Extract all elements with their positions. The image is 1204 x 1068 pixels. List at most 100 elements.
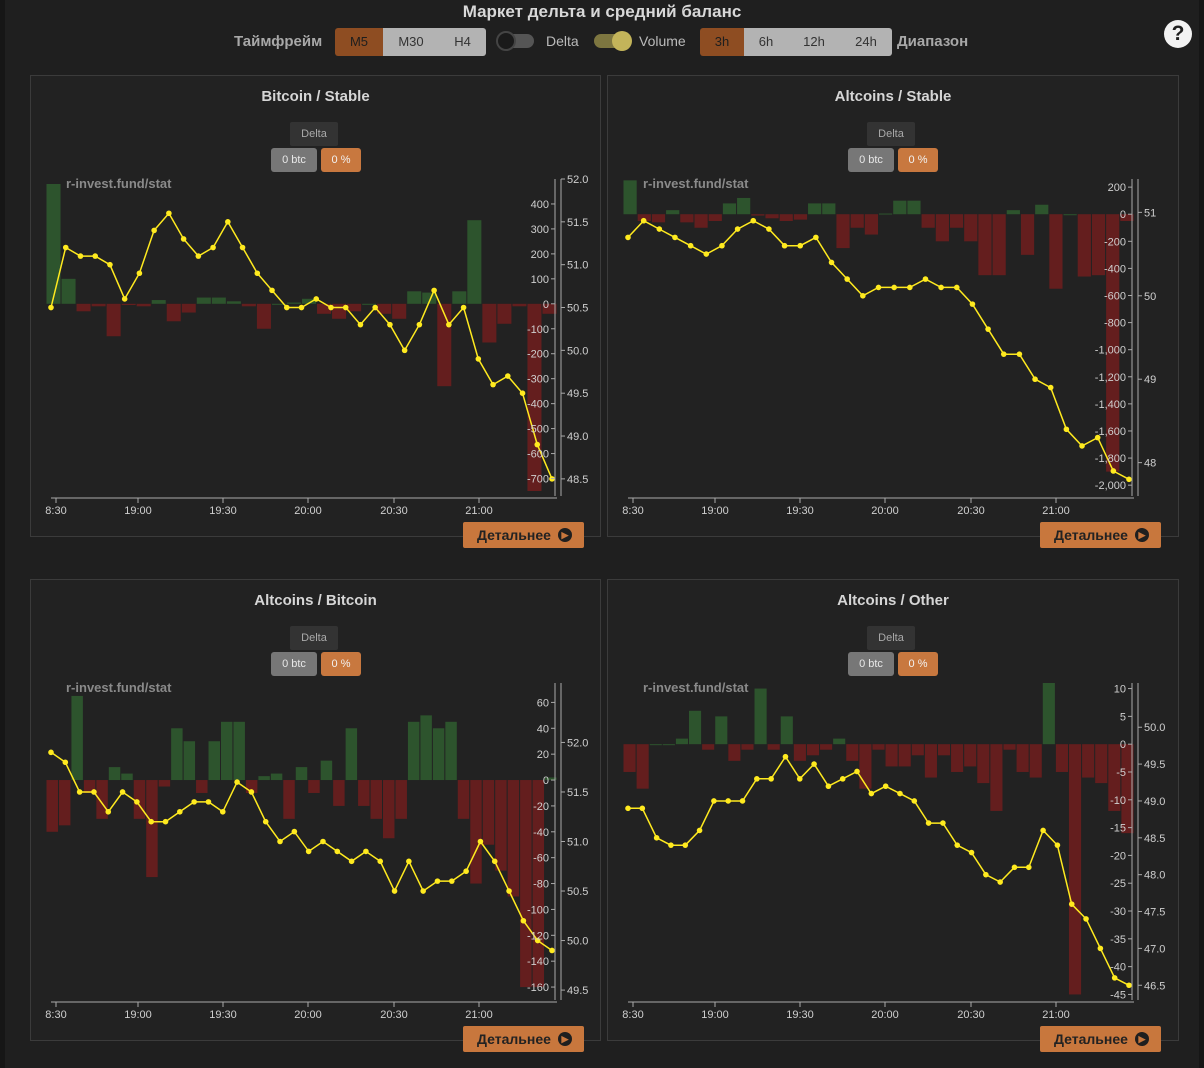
delta-bar	[545, 777, 557, 781]
details-button[interactable]: Детальнее ▶	[463, 522, 584, 548]
delta-tab[interactable]: Delta	[867, 122, 915, 146]
delta-bar	[532, 780, 545, 988]
delta-bar	[637, 214, 651, 221]
delta-bar	[106, 303, 121, 337]
balance-point	[136, 270, 143, 277]
left-axis-label: -1,400	[1095, 399, 1126, 411]
delta-bar	[859, 744, 872, 789]
balance-point	[328, 304, 334, 311]
delta-bar	[1091, 214, 1106, 276]
delta-bar	[937, 744, 951, 756]
balance-point	[828, 259, 835, 266]
range-12h-button[interactable]: 12h	[788, 28, 840, 56]
balance-point	[377, 858, 384, 865]
left-axis-label: -1,600	[1095, 426, 1126, 438]
balance-point	[248, 789, 255, 795]
balance-point	[549, 947, 555, 954]
range-6h-button[interactable]: 6h	[744, 28, 788, 56]
timeframe-m30-button[interactable]: M30	[383, 28, 439, 56]
delta-bar	[121, 303, 136, 306]
delta-bar	[91, 303, 106, 307]
delta-tab[interactable]: Delta	[290, 122, 338, 146]
balance-point	[997, 879, 1003, 885]
timeframe-m5-button[interactable]: M5	[335, 28, 383, 56]
panel-altcoins-stable: Altcoins / Stable Delta 0 btc 0 % r-inve…	[607, 75, 1179, 548]
delta-bar	[728, 744, 741, 761]
delta-tab[interactable]: Delta	[290, 626, 338, 650]
delta-bar	[1055, 744, 1068, 772]
help-icon[interactable]: ?	[1164, 20, 1192, 48]
balance-point	[1126, 982, 1132, 989]
range-24h-button[interactable]: 24h	[840, 28, 892, 56]
balance-point	[897, 790, 903, 797]
delta-bar	[921, 214, 935, 228]
balance-point	[180, 236, 187, 242]
x-axis-label: 20:00	[871, 1009, 899, 1020]
balance-point	[239, 244, 246, 251]
delta-toggle[interactable]	[496, 31, 534, 51]
right-axis-label: 49.0	[567, 431, 588, 443]
balance-point	[696, 827, 703, 834]
delta-bar	[666, 210, 680, 215]
delta-bar	[302, 298, 317, 304]
x-axis-label: 20:00	[871, 505, 899, 516]
balance-point	[766, 226, 772, 232]
balance-point	[781, 242, 788, 249]
balance-point	[813, 234, 819, 241]
right-axis-label: 50.0	[567, 936, 588, 948]
delta-bar	[949, 214, 964, 228]
balance-point	[640, 217, 647, 224]
balance-point	[342, 304, 349, 311]
delta-bar	[649, 744, 662, 746]
balance-point	[739, 798, 746, 804]
left-axis-label: -500	[527, 424, 549, 436]
delta-bar	[1049, 214, 1063, 289]
delta-tab[interactable]: Delta	[867, 626, 915, 650]
delta-bar	[233, 721, 245, 781]
balance-point	[195, 253, 202, 259]
balance-point	[210, 244, 216, 251]
delta-bar	[392, 303, 407, 319]
details-button[interactable]: Детальнее ▶	[1040, 522, 1161, 548]
left-axis-label: -15	[1110, 823, 1126, 835]
balance-point	[269, 287, 275, 294]
delta-bar	[542, 303, 557, 314]
details-button[interactable]: Детальнее ▶	[463, 1026, 584, 1052]
balance-line	[628, 755, 1130, 986]
delta-bar	[793, 214, 808, 220]
balance-point	[1040, 827, 1046, 834]
left-axis-label: -1,200	[1095, 372, 1126, 384]
right-axis-label: 49.5	[1144, 759, 1165, 771]
delta-bar	[964, 214, 978, 242]
balance-point	[811, 761, 817, 767]
balance-point	[491, 858, 498, 865]
left-axis-label: -35	[1110, 934, 1126, 946]
balance-point	[460, 304, 467, 311]
panel-title: Altcoins / Bitcoin	[254, 592, 377, 609]
range-3h-button[interactable]: 3h	[700, 28, 744, 56]
left-axis-label: -800	[1104, 318, 1126, 330]
delta-bar	[271, 303, 286, 305]
details-label: Детальнее	[1054, 1031, 1128, 1047]
right-axis-label: 50.0	[1144, 722, 1165, 734]
chevron-right-icon: ▶	[1135, 528, 1149, 542]
details-button[interactable]: Детальнее ▶	[1040, 1026, 1161, 1052]
right-axis-label: 49.0	[1144, 796, 1165, 808]
delta-bar	[1077, 214, 1091, 277]
x-axis-label: 21:00	[1042, 505, 1070, 516]
balance-point	[519, 390, 526, 396]
balance-point	[1083, 916, 1089, 922]
chevron-right-icon: ▶	[558, 528, 572, 542]
delta-bar	[694, 214, 708, 228]
delta-bar	[808, 203, 822, 215]
delta-bar	[270, 773, 283, 781]
balance-point	[406, 858, 412, 865]
timeframe-h4-button[interactable]: H4	[439, 28, 486, 56]
balance-point	[1054, 842, 1061, 848]
delta-bar	[651, 214, 666, 223]
balance-point	[754, 776, 760, 782]
volume-toggle[interactable]	[594, 31, 632, 51]
left-edge	[0, 0, 5, 1068]
right-axis-label: 50.0	[567, 345, 588, 357]
delta-bar	[1029, 744, 1042, 778]
